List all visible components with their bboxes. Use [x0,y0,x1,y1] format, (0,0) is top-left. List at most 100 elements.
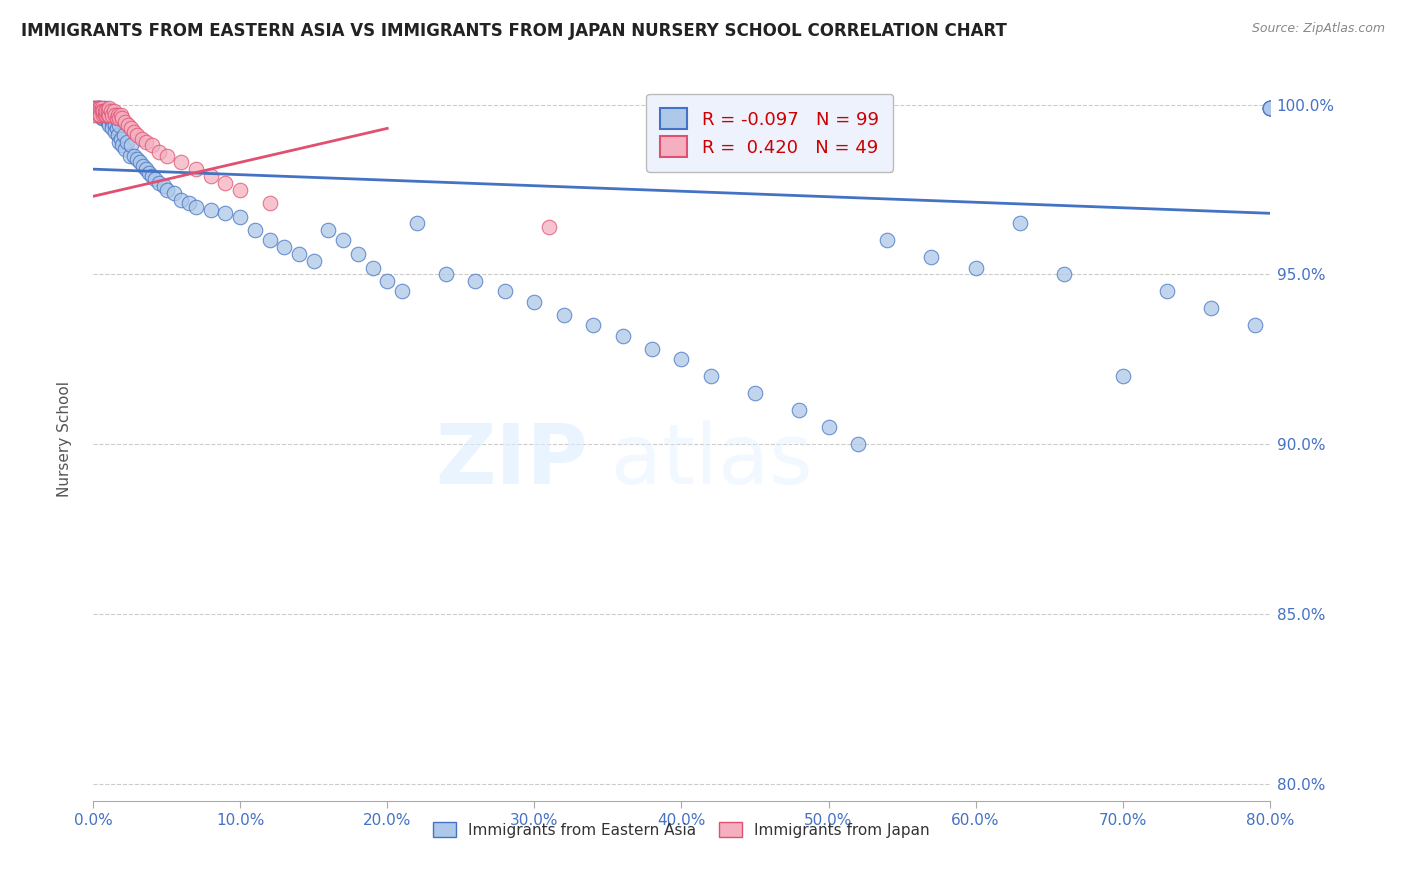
Point [86,101,108,115]
Point [111,112,134,126]
Point [259,196,281,211]
Point [1258,101,1281,115]
Point [163,186,186,200]
Point [108,118,131,132]
Point [1112,369,1135,384]
Point [494,285,516,299]
Point [1258,101,1281,115]
Point [94,104,117,119]
Point [138,165,160,179]
Text: atlas: atlas [610,420,813,501]
Point [1008,217,1031,231]
Point [117,118,139,132]
Point [96,112,118,126]
Point [105,112,128,126]
Point [1258,101,1281,115]
Point [127,152,149,166]
Point [141,138,163,153]
Point [122,148,145,162]
Point [229,182,252,196]
Point [100,104,122,119]
Point [243,223,266,237]
Point [101,121,124,136]
Point [120,121,142,136]
Point [89,101,111,115]
Point [84,104,107,119]
Point [96,104,118,119]
Point [302,253,325,268]
Point [97,104,120,119]
Point [1053,268,1076,282]
Point [214,176,236,190]
Point [96,108,118,122]
Point [97,108,120,122]
Point [83,108,105,122]
Point [108,135,131,149]
Point [91,104,114,119]
Point [177,196,200,211]
Point [641,342,664,356]
Point [86,101,108,115]
Point [143,172,166,186]
Point [83,101,105,115]
Point [98,101,121,115]
Point [1258,101,1281,115]
Point [90,104,112,119]
Point [90,101,112,115]
Point [94,101,117,115]
Point [118,148,141,162]
Point [107,108,129,122]
Point [135,135,157,149]
Point [391,285,413,299]
Point [101,114,124,128]
Point [817,420,839,434]
Point [273,240,295,254]
Point [115,135,138,149]
Point [259,234,281,248]
Point [84,104,107,119]
Point [86,108,108,122]
Point [1258,101,1281,115]
Point [98,108,121,122]
Point [170,155,193,169]
Point [86,104,108,119]
Point [200,202,222,217]
Point [105,121,128,136]
Point [170,193,193,207]
Point [612,328,634,343]
Point [700,369,723,384]
Point [89,108,111,122]
Point [229,210,252,224]
Point [1199,301,1222,316]
Point [120,138,142,153]
Point [111,138,134,153]
Point [152,179,174,194]
Point [846,437,869,451]
Point [375,274,398,288]
Point [104,108,127,122]
Point [464,274,486,288]
Point [114,114,136,128]
Point [288,247,311,261]
Point [94,108,117,122]
Point [1258,101,1281,115]
Point [103,108,125,122]
Point [89,104,111,119]
Point [84,101,107,115]
Point [184,200,207,214]
Point [434,268,457,282]
Point [200,169,222,183]
Text: IMMIGRANTS FROM EASTERN ASIA VS IMMIGRANTS FROM JAPAN NURSERY SCHOOL CORRELATION: IMMIGRANTS FROM EASTERN ASIA VS IMMIGRAN… [21,22,1007,40]
Point [107,128,129,143]
Point [405,217,427,231]
Point [89,104,111,119]
Point [110,131,132,145]
Point [876,234,898,248]
Point [332,234,354,248]
Point [98,108,121,122]
Point [214,206,236,220]
Point [537,219,560,234]
Point [184,162,207,177]
Point [104,118,127,132]
Text: Source: ZipAtlas.com: Source: ZipAtlas.com [1251,22,1385,36]
